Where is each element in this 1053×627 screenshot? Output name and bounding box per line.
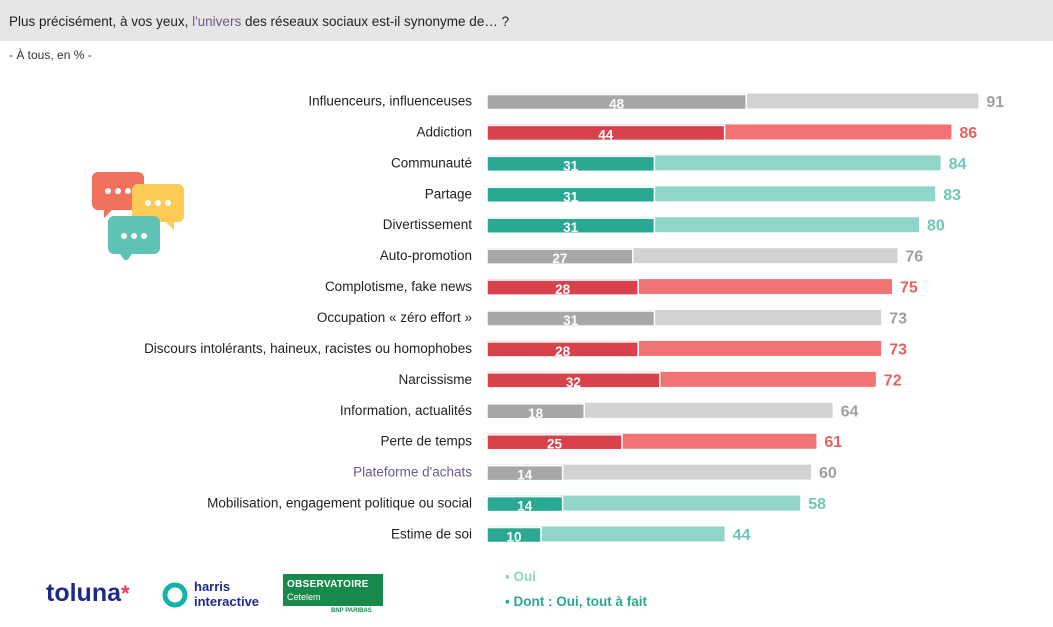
data-label-oui: 44 (733, 527, 751, 544)
toluna-logo: toluna* (46, 579, 130, 608)
data-label-oui: 80 (927, 218, 945, 235)
category-label: Discours intolérants, haineux, racistes … (144, 341, 472, 356)
data-label-oui: 60 (819, 465, 837, 482)
data-label-dont: 48 (609, 97, 625, 112)
data-label-oui: 58 (808, 496, 826, 513)
category-label: Divertissement (383, 217, 473, 232)
harris-line2: interactive (194, 594, 260, 609)
obs-line1: OBSERVATOIRE (287, 579, 369, 590)
category-label: Narcissisme (398, 372, 472, 387)
category-label: Plateforme d'achats (353, 465, 472, 480)
data-label-dont: 31 (563, 189, 579, 204)
data-label-dont: 14 (517, 499, 533, 514)
category-label: Perte de temps (380, 434, 472, 449)
bar-dont (486, 526, 542, 544)
data-label-oui: 84 (949, 156, 967, 173)
data-label-oui: 75 (900, 280, 918, 297)
bar-oui (487, 464, 811, 480)
data-label-oui: 64 (841, 403, 859, 420)
harris-line1: harris (194, 579, 231, 594)
category-label: Addiction (416, 124, 472, 139)
data-label-oui: 76 (905, 249, 923, 266)
bar-dont (486, 217, 656, 234)
data-label-oui: 83 (943, 187, 961, 204)
question-bar (0, 0, 1053, 41)
data-label-dont: 28 (555, 282, 571, 297)
data-label-dont: 10 (506, 530, 521, 545)
bar-dont (486, 310, 656, 327)
category-label: Communauté (391, 155, 472, 170)
harris-logo: harris interactive (194, 579, 259, 609)
obs-line3: BNP PARIBAS (331, 608, 372, 614)
category-label: Mobilisation, engagement politique ou so… (207, 496, 472, 511)
bar-dont (486, 372, 661, 389)
bar-oui (487, 526, 725, 542)
bar-dont (486, 93, 747, 111)
data-label-dont: 14 (517, 468, 533, 483)
data-label-dont: 31 (563, 313, 579, 328)
category-label: Estime de soi (391, 527, 472, 542)
data-label-dont: 31 (563, 158, 579, 173)
harris-ring-icon (162, 582, 188, 608)
data-label-dont: 25 (547, 437, 563, 452)
bar-dont (486, 186, 656, 204)
category-label: Influenceurs, influenceuses (308, 94, 472, 109)
bar-dont (486, 403, 585, 420)
data-label-oui: 91 (986, 94, 1004, 111)
base-subtitle: - À tous, en % - (9, 48, 92, 62)
logos-footer: toluna* harris interactive OBSERVATOIRE … (0, 560, 500, 627)
speech-bubbles-icon (92, 172, 184, 260)
data-label-oui: 73 (889, 311, 907, 328)
data-label-oui: 72 (884, 372, 902, 389)
bar-dont (486, 495, 564, 513)
toluna-text: toluna (46, 579, 121, 607)
category-label: Information, actualités (340, 403, 472, 418)
bar-dont (486, 155, 656, 173)
bar-dont (486, 433, 623, 451)
asterisk-icon: * (121, 581, 130, 606)
data-label-oui: 61 (824, 434, 842, 451)
data-label-dont: 32 (566, 375, 581, 390)
data-label-dont: 18 (528, 406, 544, 421)
category-label: Auto-promotion (380, 248, 472, 263)
question-text: Plus précisément, à vos yeux, l'univers … (9, 14, 509, 29)
bar-dont (486, 464, 564, 482)
question-highlight: l'univers (192, 14, 242, 29)
data-label-oui: 86 (959, 125, 977, 142)
bar-oui (487, 495, 801, 511)
observatoire-logo: OBSERVATOIRE Cetelem BNP PARIBAS (283, 574, 383, 619)
bar-dont (486, 248, 634, 265)
legend-dont: ▪ Dont : Oui, tout à fait (505, 594, 648, 609)
category-label: Occupation « zéro effort » (317, 310, 472, 325)
question-post: des réseaux sociaux est-il synonyme de… … (241, 14, 510, 29)
bar-chart: Influenceurs, influenceuses 48 91 Addiction… (144, 93, 1004, 545)
category-label: Complotisme, fake news (325, 279, 472, 294)
data-label-dont: 28 (555, 344, 571, 359)
question-pre: Plus précisément, à vos yeux, (9, 14, 193, 29)
bar-dont (486, 279, 639, 296)
data-label-oui: 73 (889, 341, 907, 358)
legend-oui: ▪ Oui (505, 569, 537, 584)
bar-dont (486, 341, 639, 358)
data-label-dont: 44 (598, 127, 614, 142)
bar-dont (486, 124, 726, 142)
data-label-dont: 31 (563, 220, 579, 235)
data-label-dont: 27 (552, 251, 567, 266)
category-label: Partage (425, 186, 472, 201)
obs-line2: Cetelem (287, 592, 321, 602)
